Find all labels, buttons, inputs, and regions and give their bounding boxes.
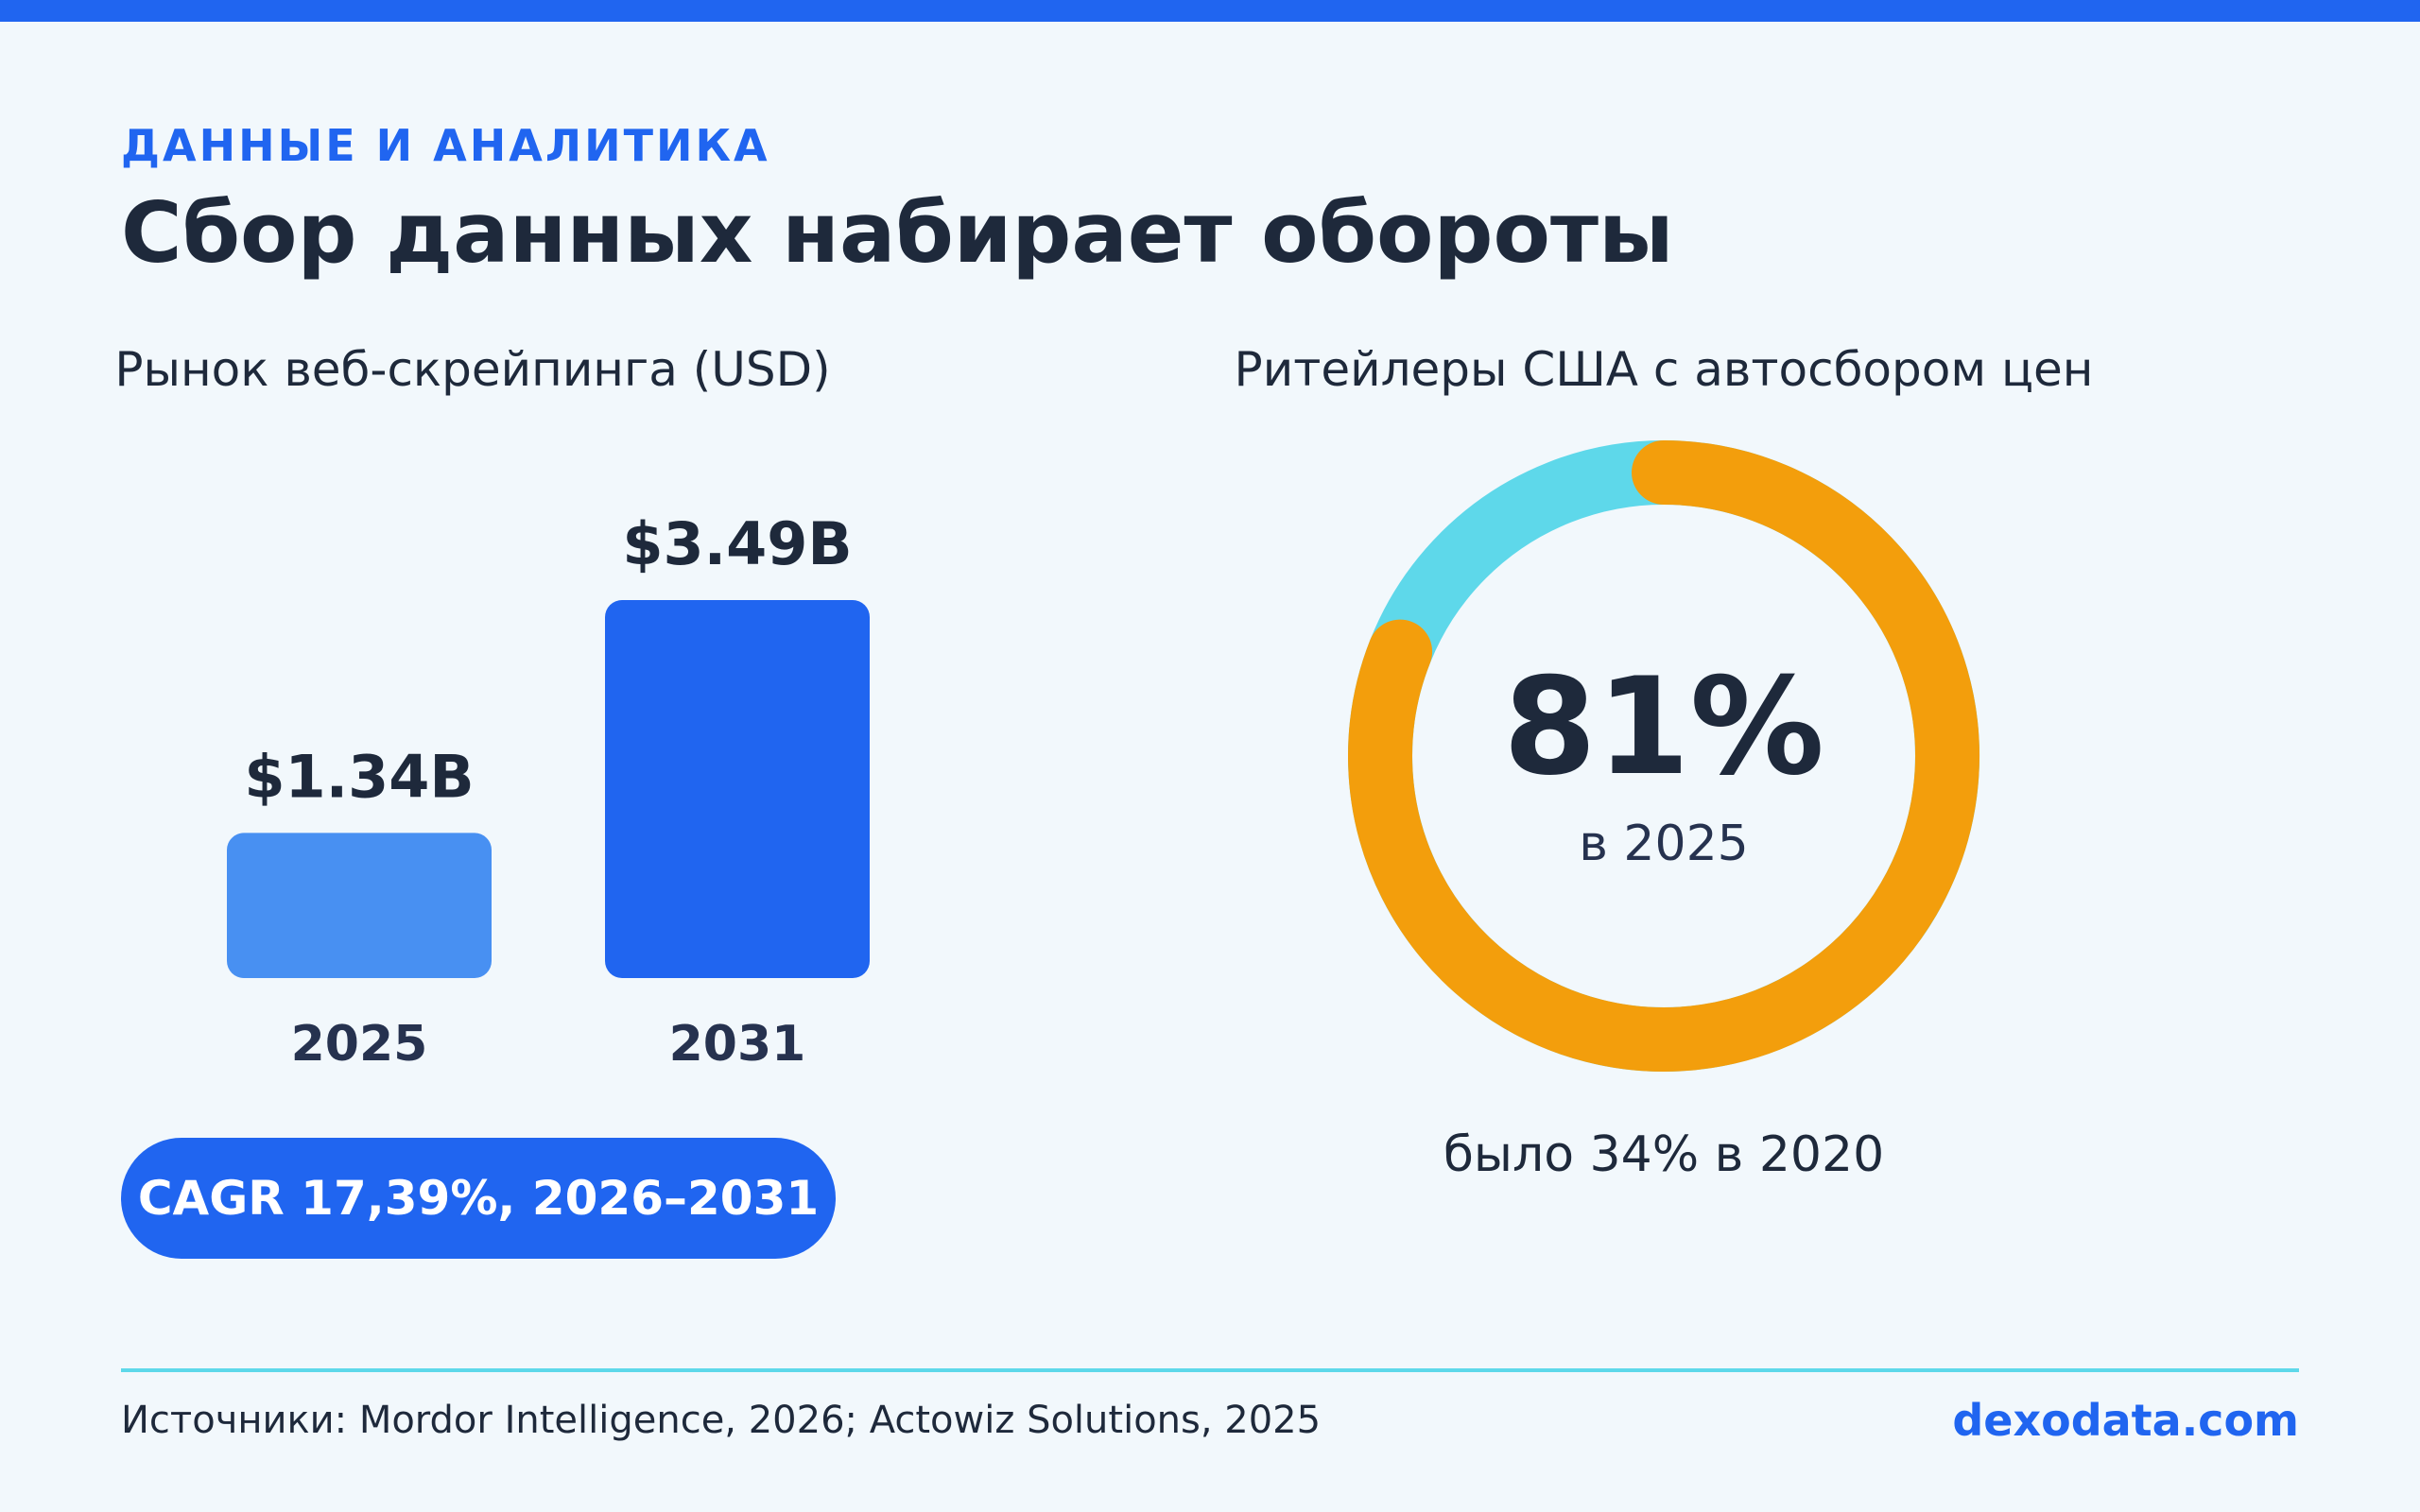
bar-category-label: 2031 — [669, 1016, 806, 1073]
donut-center-value: 81% — [1503, 649, 1824, 805]
bar-value-label: $3.49B — [622, 509, 852, 578]
donut-center-caption: в 2025 — [1579, 816, 1749, 872]
bar-chart-title: Рынок веб-скрейпинга (USD) — [114, 342, 831, 397]
bar-2025 — [227, 833, 492, 978]
page-title: Сбор данных набирает обороты — [121, 184, 1674, 282]
donut-chart-title: Ритейлеры США с автосбором цен — [1234, 342, 2094, 397]
sources-text: Источники: Mordor Intelligence, 2026; Ac… — [121, 1399, 1322, 1442]
brand-link[interactable]: dexodata.com — [1952, 1395, 2299, 1446]
donut-value-arc — [1348, 440, 1979, 1072]
bar-2031 — [605, 600, 870, 978]
footer-divider — [121, 1368, 2299, 1372]
bar-category-label: 2025 — [291, 1016, 428, 1073]
top-accent-bar — [0, 0, 2420, 22]
donut-footnote: было 34% в 2020 — [1443, 1126, 1884, 1183]
section-eyebrow: ДАННЫЕ И АНАЛИТИКА — [121, 120, 770, 171]
bar-value-label: $1.34B — [244, 742, 474, 811]
cagr-badge: CAGR 17,39%, 2026–2031 — [121, 1138, 836, 1259]
